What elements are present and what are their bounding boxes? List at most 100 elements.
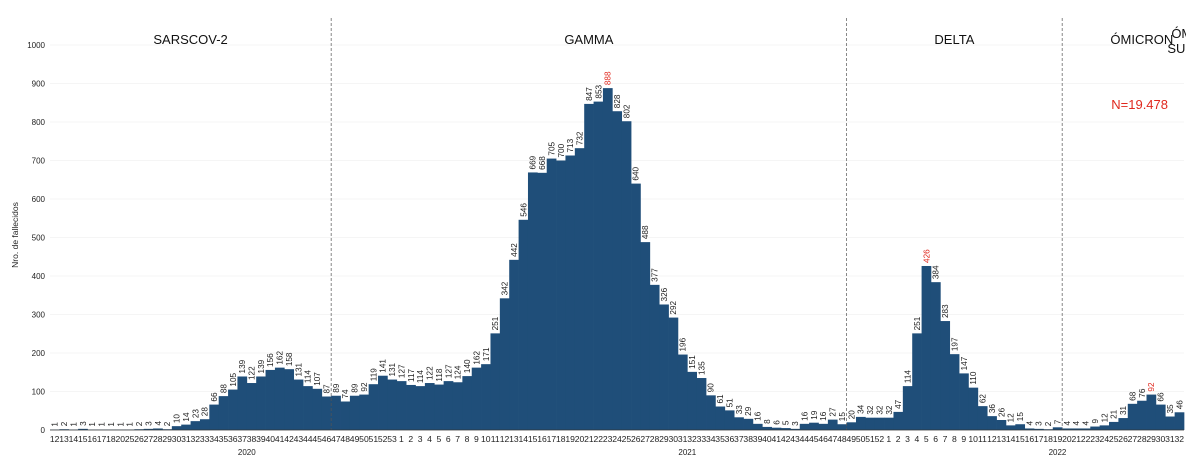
data-label: 7 bbox=[1053, 419, 1062, 424]
bar bbox=[987, 416, 997, 430]
data-label: 92 bbox=[360, 382, 369, 392]
bar bbox=[424, 383, 435, 430]
x-tick-label: 40 bbox=[265, 434, 275, 444]
x-tick-label: 5 bbox=[924, 434, 929, 444]
bar bbox=[256, 376, 266, 430]
x-tick-label: 37 bbox=[734, 434, 744, 444]
data-label: 105 bbox=[229, 372, 238, 386]
data-label: 51 bbox=[725, 398, 734, 408]
bar bbox=[612, 111, 623, 430]
x-tick-label: 12 bbox=[500, 434, 510, 444]
data-label: 546 bbox=[519, 203, 528, 217]
variant-label: DELTA bbox=[934, 32, 974, 47]
bar bbox=[790, 428, 801, 430]
x-tick-label: 49 bbox=[847, 434, 857, 444]
bar bbox=[1034, 428, 1044, 430]
bar bbox=[855, 416, 866, 430]
bar bbox=[237, 376, 248, 430]
bar bbox=[930, 282, 941, 430]
data-label: 171 bbox=[482, 347, 491, 361]
bar bbox=[471, 367, 482, 430]
bar bbox=[368, 384, 379, 430]
x-tick-label: 3 bbox=[418, 434, 423, 444]
x-tick-label: 46 bbox=[322, 434, 332, 444]
bar bbox=[434, 384, 444, 430]
data-label: 6 bbox=[772, 420, 781, 425]
data-label: 442 bbox=[510, 243, 519, 257]
bar bbox=[771, 427, 782, 430]
x-tick-label: 32 bbox=[687, 434, 697, 444]
y-tick-label: 900 bbox=[32, 80, 46, 89]
data-label: 251 bbox=[491, 316, 500, 330]
bar bbox=[884, 417, 894, 430]
y-tick-label: 700 bbox=[32, 157, 46, 166]
y-tick-label: 1000 bbox=[27, 41, 45, 50]
data-label: 1 bbox=[107, 422, 116, 427]
data-label: 1 bbox=[88, 422, 97, 427]
data-label: 33 bbox=[735, 405, 744, 415]
bar bbox=[696, 378, 707, 430]
variant-dividers bbox=[330, 18, 1063, 430]
x-tick-label: 26 bbox=[631, 434, 641, 444]
data-label: 32 bbox=[866, 405, 875, 415]
x-tick-label: 48 bbox=[837, 434, 847, 444]
bar bbox=[284, 369, 295, 430]
x-tick-label: 15 bbox=[1015, 434, 1025, 444]
x-tick-label: 2 bbox=[896, 434, 901, 444]
bar bbox=[462, 376, 473, 430]
data-label: 12 bbox=[1007, 413, 1016, 423]
x-tick-label: 47 bbox=[331, 434, 341, 444]
x-tick-label: 15 bbox=[528, 434, 538, 444]
x-tick-label: 30 bbox=[172, 434, 182, 444]
bar bbox=[349, 395, 360, 430]
x-tick-label: 7 bbox=[455, 434, 460, 444]
data-label: 3 bbox=[144, 421, 153, 426]
data-label: 8 bbox=[763, 419, 772, 424]
bar bbox=[143, 428, 154, 430]
data-label: 713 bbox=[566, 138, 575, 152]
data-label: 141 bbox=[379, 359, 388, 373]
bar bbox=[752, 423, 763, 430]
data-label: 131 bbox=[294, 362, 303, 376]
x-tick-label: 22 bbox=[1081, 434, 1091, 444]
data-label: 127 bbox=[397, 364, 406, 378]
bar bbox=[809, 422, 819, 430]
bar bbox=[499, 298, 510, 430]
data-label: 66 bbox=[1157, 392, 1166, 402]
x-tick-label: 51 bbox=[369, 434, 379, 444]
bar bbox=[153, 428, 163, 430]
data-label: 119 bbox=[369, 368, 378, 381]
bar bbox=[546, 158, 557, 430]
x-tick-label: 34 bbox=[209, 434, 219, 444]
data-label: 292 bbox=[669, 300, 678, 314]
data-label: 3 bbox=[1035, 421, 1044, 426]
data-label: 1 bbox=[51, 422, 60, 427]
data-label: 12 bbox=[1100, 413, 1109, 423]
x-tick-label: 46 bbox=[818, 434, 828, 444]
x-tick-label: 41 bbox=[275, 434, 285, 444]
x-tick-label: 29 bbox=[659, 434, 669, 444]
x-tick-label: 40 bbox=[762, 434, 772, 444]
x-tick-label: 53 bbox=[387, 434, 397, 444]
bar bbox=[781, 428, 791, 430]
x-tick-label: 8 bbox=[465, 434, 470, 444]
bar bbox=[668, 317, 679, 430]
bar bbox=[734, 417, 744, 430]
data-label: 162 bbox=[472, 351, 481, 365]
x-tick-label: 19 bbox=[565, 434, 575, 444]
data-label: 89 bbox=[332, 383, 341, 393]
bar bbox=[1099, 425, 1110, 430]
data-label: 197 bbox=[950, 337, 959, 351]
bar bbox=[378, 375, 388, 430]
data-label: 251 bbox=[913, 316, 922, 330]
bar bbox=[902, 386, 913, 430]
variant-label: ÓMICRON bbox=[1110, 32, 1173, 47]
x-tick-label: 32 bbox=[1175, 434, 1185, 444]
bar bbox=[1146, 394, 1157, 430]
data-label: 802 bbox=[622, 104, 631, 118]
data-label: 87 bbox=[322, 384, 331, 394]
x-tick-label: 34 bbox=[706, 434, 716, 444]
data-label: 2 bbox=[1044, 421, 1053, 426]
x-tick-label: 27 bbox=[1128, 434, 1138, 444]
